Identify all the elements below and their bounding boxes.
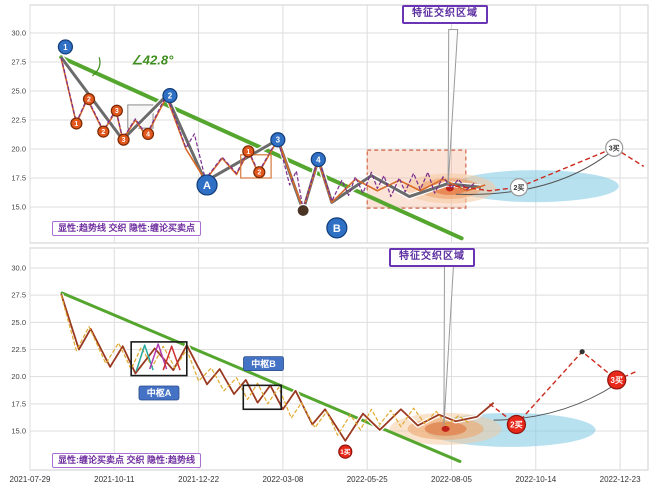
buy-point-3-label: 3买 <box>611 376 623 385</box>
buy-point-1-label: 1买 <box>340 448 351 456</box>
hidden-buy-3-label: 3买 <box>609 144 620 152</box>
target-zone-ellipse <box>452 170 619 203</box>
bottom-legend-label: 显性:缠论买卖点 交织 隐性:趋势线 <box>52 453 201 469</box>
pivot-box-orange <box>240 154 272 179</box>
zhongshu-a-stroke-magenta <box>148 343 168 370</box>
x-tick-label: 2022-05-25 <box>347 475 388 484</box>
orange-pivot-label: 1 <box>74 121 78 128</box>
blue-pivot-4 <box>310 151 326 168</box>
x-tick-label: 2022-10-14 <box>515 475 556 484</box>
pointer-needle <box>447 29 459 185</box>
blue-pivot-2-label: 2 <box>168 92 173 101</box>
orange-pivot-label: 2 <box>257 170 261 177</box>
label-B <box>326 217 348 239</box>
orange-pivot-label: 1 <box>246 149 250 156</box>
y-tick-label: 25.0 <box>11 318 26 327</box>
dark-low-dot <box>296 203 310 218</box>
hidden-buy-2 <box>509 178 529 197</box>
top-legend-label: 显性:趋势线 交织 隐性:缠论买卖点 <box>52 221 201 237</box>
zhongshu-b-box <box>242 384 283 411</box>
projection-peak-dot <box>579 349 585 355</box>
orange-pivot <box>117 133 130 146</box>
zhongshu-b-tag <box>243 356 284 372</box>
y-tick-label: 17.5 <box>11 399 26 408</box>
blue-pivot-3 <box>270 132 286 148</box>
connector-curve <box>455 150 612 195</box>
buy-point-1 <box>338 444 353 459</box>
angle-arc <box>92 57 101 77</box>
orange-pivot-label: 3 <box>115 108 119 115</box>
zhongshu-a-tag-label: 中枢A <box>147 387 172 398</box>
y-tick-label: 22.5 <box>11 345 26 354</box>
y-tick-label: 15.0 <box>11 203 26 212</box>
orange-pivot <box>141 127 155 141</box>
blue-pivot-3-label: 3 <box>276 136 281 145</box>
zhongshu-b-tag-label: 中枢B <box>251 358 276 369</box>
y-tick-label: 20.0 <box>11 372 26 381</box>
label-B-label: B <box>333 223 341 235</box>
buy-point-3 <box>607 370 627 390</box>
y-tick-label: 27.5 <box>11 58 26 67</box>
chanlun-explicit-chart: 30.0 27.5 25.0 22.5 20.0 17.5 15.0 中枢A 中枢B 1买 2买 3买 <box>11 247 649 471</box>
heat-center-dot <box>441 425 450 432</box>
hidden-buy-3 <box>605 138 624 157</box>
orange-pivot <box>253 166 266 179</box>
y-tick-label: 25.0 <box>11 87 26 96</box>
y-tick-label: 27.5 <box>11 291 26 300</box>
buy-point-2 <box>506 414 527 435</box>
x-tick-label: 2022-08-05 <box>431 475 472 484</box>
orange-pivot-label: 3 <box>122 137 126 144</box>
orange-pivot <box>82 93 96 106</box>
label-A-label: A <box>203 180 211 192</box>
y-tick-label: 20.0 <box>11 145 26 154</box>
angle-value-label: ∠42.8° <box>131 52 174 67</box>
x-tick-label: 2022-12-23 <box>600 475 641 484</box>
hidden-buy-2-label: 2买 <box>513 184 524 192</box>
zhongshu-a-box <box>130 341 188 377</box>
zhongshu-a-stroke-red <box>162 345 181 371</box>
orange-pivot <box>97 125 110 138</box>
blue-pivot-2 <box>162 88 178 104</box>
zhongshu-a-tag <box>138 385 180 401</box>
main-line <box>60 293 495 442</box>
orange-pivot <box>70 117 83 130</box>
y-tick-label: 22.5 <box>11 116 26 125</box>
blue-pivot-1 <box>57 39 74 55</box>
blue-pivot-4-label: 4 <box>316 155 321 164</box>
orange-pivot <box>242 145 255 158</box>
x-tick-label: 2022-03-08 <box>262 475 303 484</box>
x-tick-label: 2021-07-29 <box>10 475 51 484</box>
buy-point-2-label: 2买 <box>510 420 522 429</box>
bottom-feature-region-label: 特征交织区域 <box>389 248 475 267</box>
y-tick-label: 30.0 <box>11 29 26 38</box>
orange-pivot-label: 4 <box>146 131 150 138</box>
trendline <box>60 291 462 463</box>
y-tick-label: 15.0 <box>11 427 26 436</box>
trendline-explicit-chart: 30.0 27.5 25.0 22.5 20.0 17.5 15.0 1 2 3 4 A B 1 2 2 3 3 4… <box>11 4 649 244</box>
y-tick-label: 30.0 <box>11 264 26 273</box>
label-A <box>196 174 218 196</box>
orange-pivot <box>110 104 123 117</box>
x-tick-label: 2021-12-22 <box>178 475 219 484</box>
y-tick-label: 17.5 <box>11 174 26 183</box>
pen-line-yellow <box>60 295 469 436</box>
x-tick-label: 2021-10-11 <box>94 475 135 484</box>
zhongshu-a-stroke-teal <box>135 344 154 372</box>
orange-pivot-label: 2 <box>87 97 91 104</box>
blue-pivot-1-label: 1 <box>63 43 68 52</box>
orange-pivot-label: 2 <box>101 129 105 136</box>
top-feature-region-label: 特征交织区域 <box>402 5 488 24</box>
